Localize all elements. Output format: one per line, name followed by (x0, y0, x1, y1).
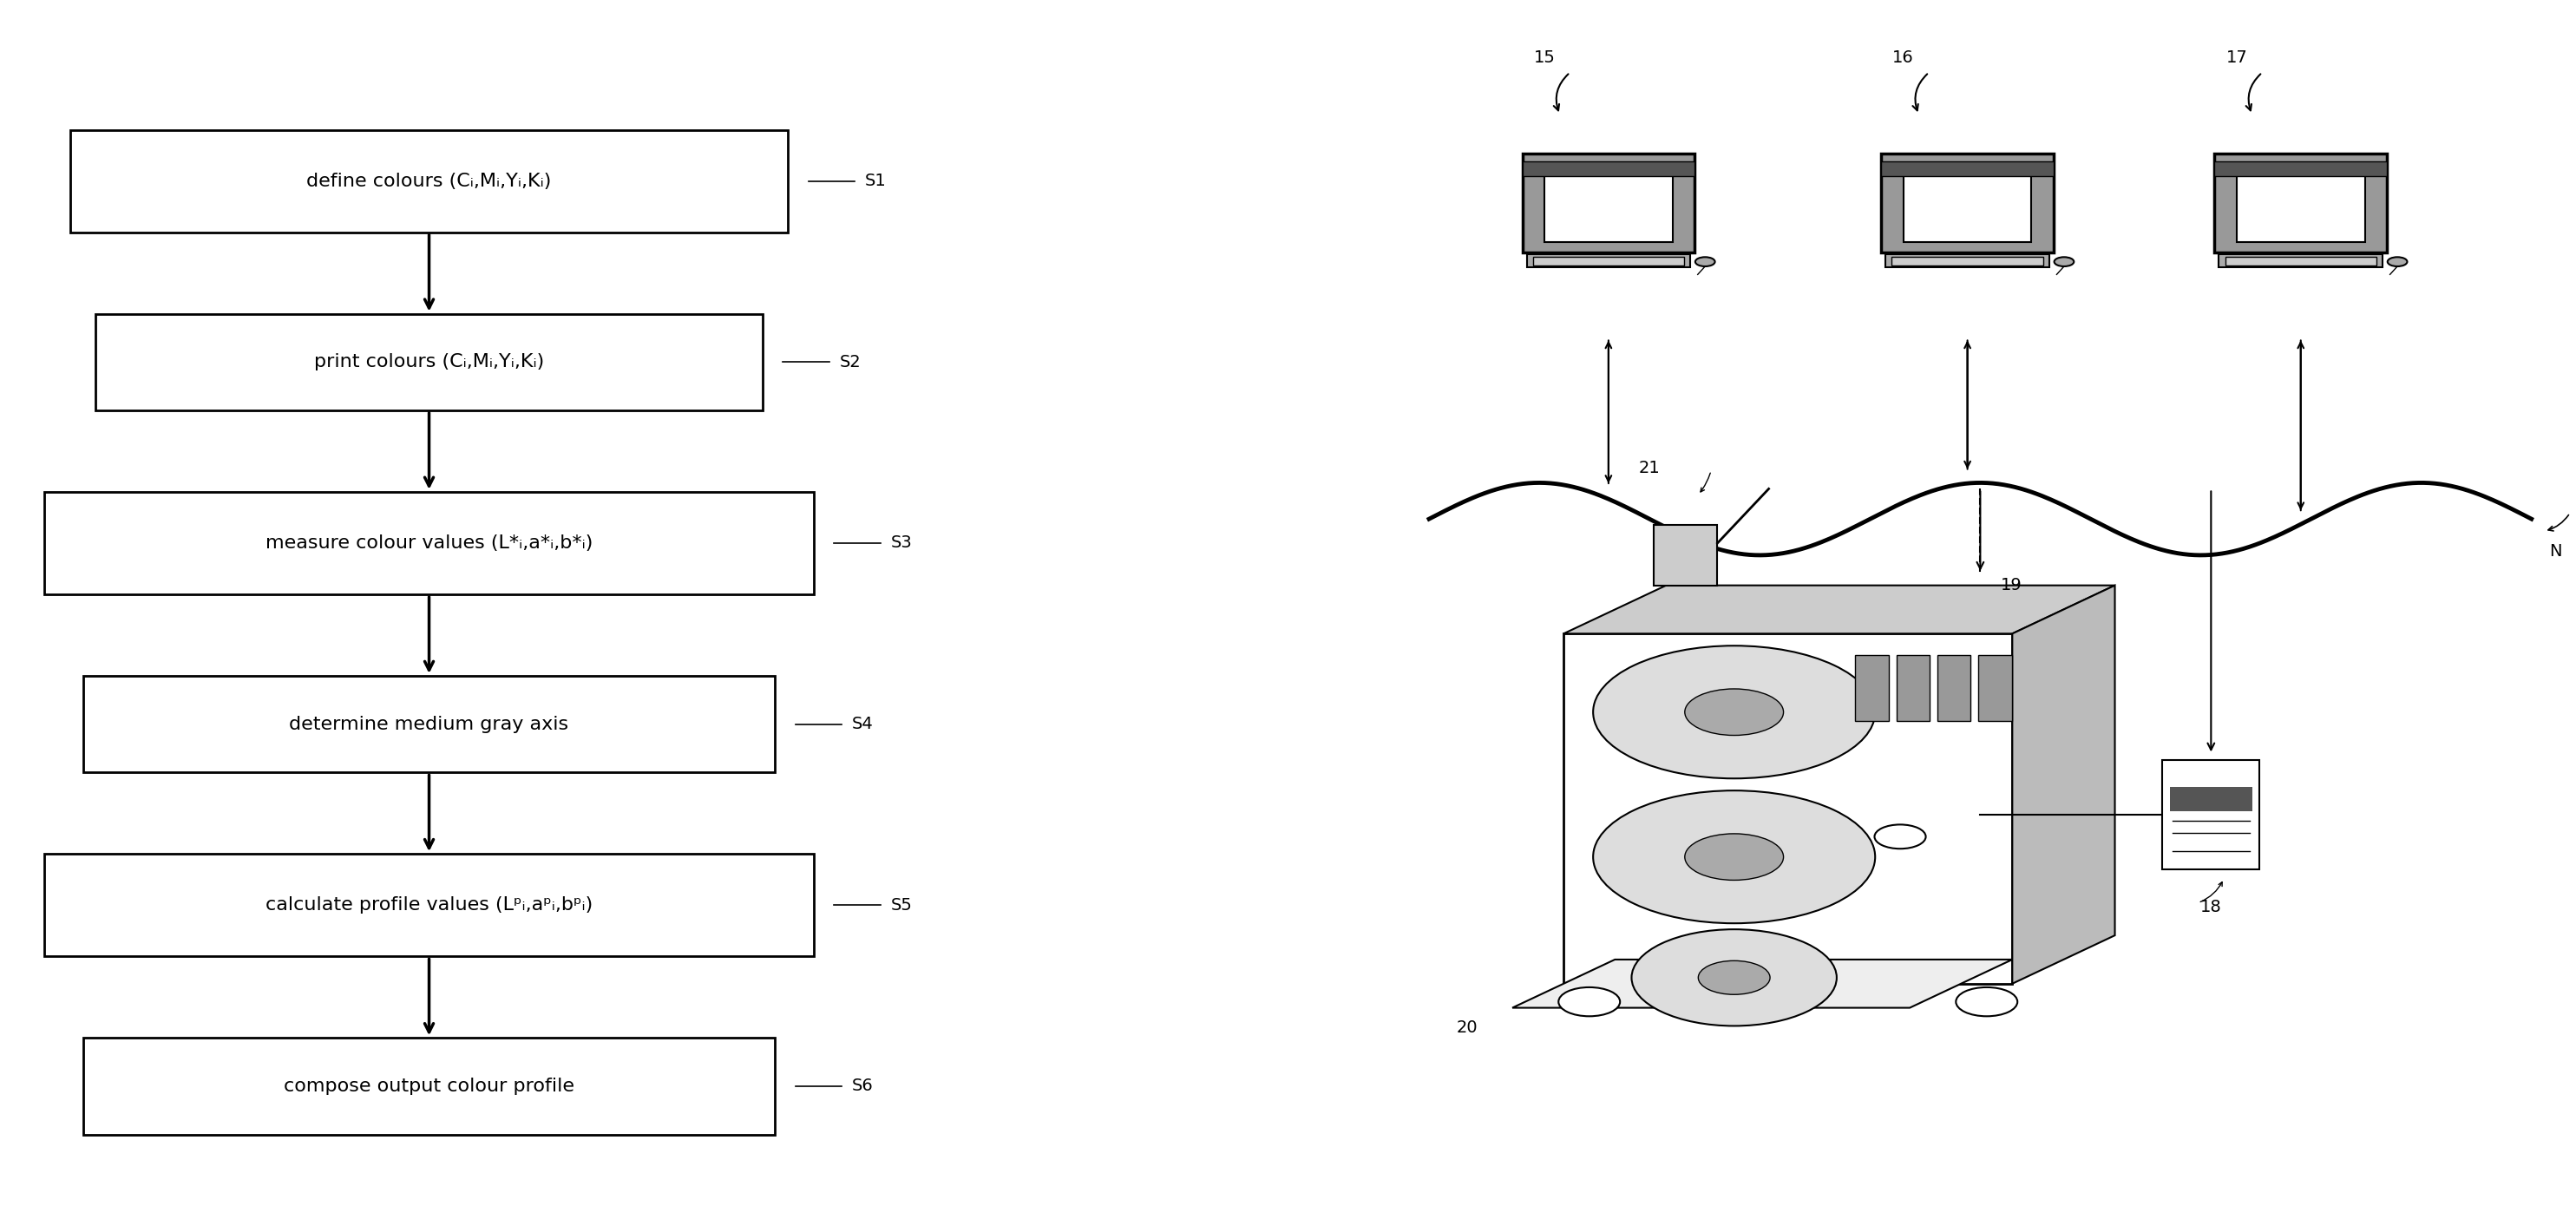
Text: S6: S6 (853, 1078, 873, 1095)
FancyBboxPatch shape (1978, 655, 2012, 722)
Text: 17: 17 (2226, 50, 2246, 66)
FancyBboxPatch shape (82, 675, 775, 773)
FancyBboxPatch shape (1564, 634, 2012, 984)
Text: compose output colour profile: compose output colour profile (283, 1078, 574, 1095)
FancyBboxPatch shape (2161, 761, 2259, 869)
FancyBboxPatch shape (1654, 525, 1718, 585)
Circle shape (1631, 929, 1837, 1026)
FancyBboxPatch shape (2218, 254, 2383, 267)
Circle shape (1685, 689, 1783, 735)
FancyBboxPatch shape (1886, 254, 2050, 267)
Text: S5: S5 (891, 897, 912, 913)
Text: 15: 15 (1533, 50, 1556, 66)
Text: 20: 20 (1458, 1020, 1479, 1036)
Text: N: N (2550, 544, 2563, 560)
FancyBboxPatch shape (1855, 655, 1888, 722)
Text: S2: S2 (840, 354, 860, 371)
FancyBboxPatch shape (2226, 257, 2378, 265)
FancyBboxPatch shape (1546, 171, 1672, 241)
Circle shape (1592, 791, 1875, 923)
Circle shape (1875, 824, 1927, 848)
Text: print colours (Cᵢ,Mᵢ,Yᵢ,Kᵢ): print colours (Cᵢ,Mᵢ,Yᵢ,Kᵢ) (314, 354, 544, 371)
Text: S3: S3 (891, 535, 912, 551)
Circle shape (1592, 646, 1875, 779)
FancyBboxPatch shape (1891, 257, 2043, 265)
FancyBboxPatch shape (95, 313, 762, 411)
FancyBboxPatch shape (1528, 254, 1690, 267)
Polygon shape (1564, 585, 2115, 634)
FancyBboxPatch shape (2215, 161, 2388, 177)
Circle shape (1695, 257, 1716, 267)
Circle shape (1955, 987, 2017, 1017)
FancyBboxPatch shape (82, 1037, 775, 1135)
FancyBboxPatch shape (1522, 154, 1695, 252)
FancyBboxPatch shape (1880, 154, 2053, 252)
Text: 16: 16 (1893, 50, 1914, 66)
FancyBboxPatch shape (1896, 655, 1929, 722)
FancyBboxPatch shape (1522, 161, 1695, 177)
FancyBboxPatch shape (2169, 787, 2251, 811)
FancyBboxPatch shape (1904, 171, 2032, 241)
Text: S4: S4 (853, 716, 873, 733)
Text: 21: 21 (1638, 461, 1659, 477)
Text: calculate profile values (Lᵖᵢ,aᵖᵢ,bᵖᵢ): calculate profile values (Lᵖᵢ,aᵖᵢ,bᵖᵢ) (265, 896, 592, 914)
FancyBboxPatch shape (44, 491, 814, 595)
FancyBboxPatch shape (44, 853, 814, 957)
Text: 18: 18 (2200, 900, 2221, 915)
FancyBboxPatch shape (2236, 171, 2365, 241)
Text: S1: S1 (866, 173, 886, 189)
Circle shape (1698, 961, 1770, 995)
Text: measure colour values (L*ᵢ,a*ᵢ,b*ᵢ): measure colour values (L*ᵢ,a*ᵢ,b*ᵢ) (265, 534, 592, 552)
Polygon shape (1512, 959, 2012, 1008)
FancyBboxPatch shape (1937, 655, 1971, 722)
FancyBboxPatch shape (1880, 161, 2053, 177)
Circle shape (2053, 257, 2074, 267)
Polygon shape (2012, 585, 2115, 984)
Circle shape (2388, 257, 2406, 267)
Text: define colours (Cᵢ,Mᵢ,Yᵢ,Kᵢ): define colours (Cᵢ,Mᵢ,Yᵢ,Kᵢ) (307, 172, 551, 190)
Circle shape (1685, 834, 1783, 880)
Text: 19: 19 (2002, 577, 2022, 594)
FancyBboxPatch shape (2215, 154, 2388, 252)
Circle shape (1558, 987, 1620, 1017)
FancyBboxPatch shape (70, 129, 788, 233)
Text: determine medium gray axis: determine medium gray axis (289, 716, 569, 733)
FancyBboxPatch shape (1533, 257, 1685, 265)
